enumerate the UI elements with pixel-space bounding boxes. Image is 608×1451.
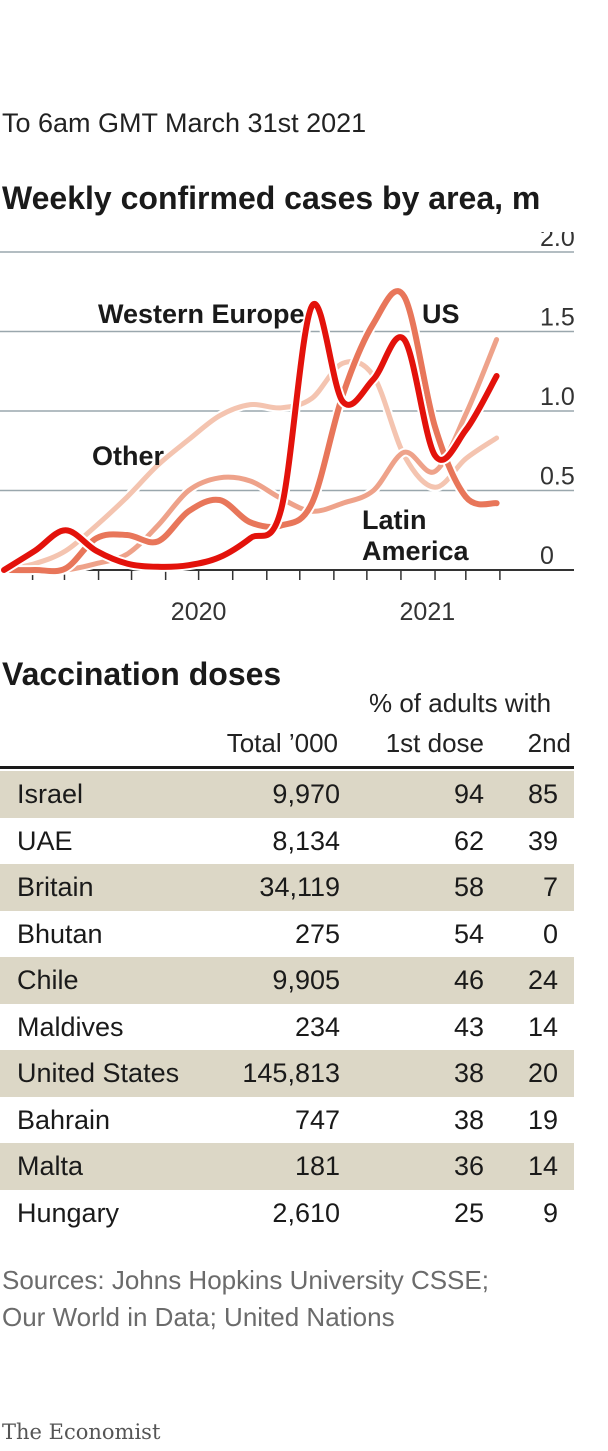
table-row: Israel 9,970 94 85 [0,771,574,818]
y-tick-label: 2.0 [540,232,575,252]
second-dose-cell: 19 [527,1104,558,1135]
country-cell: Britain [17,872,94,902]
second-dose-cell: 85 [527,779,558,809]
country-cell: Bhutan [17,918,103,949]
table-row: Chile 9,905 46 24 [0,957,574,1004]
first-dose-cell: 94 [453,779,484,809]
first-dose-cell: 36 [453,1151,484,1181]
total-cell: 9,970 [272,779,340,809]
country-cell: Malta [17,1151,84,1181]
second-dose-cell: 9 [542,1197,558,1228]
first-dose-cell: 38 [453,1058,484,1088]
label-western-europe: Western Europe [98,299,305,329]
total-cell: 34,119 [259,872,340,902]
y-tick-label: 1.0 [540,383,575,411]
total-cell: 181 [294,1151,340,1181]
country-cell: Maldives [17,1011,124,1042]
country-cell: Israel [17,779,84,809]
first-dose-cell: 25 [453,1197,484,1228]
vaccination-title: Vaccination doses [2,656,282,692]
first-dose-cell: 38 [453,1104,484,1135]
total-cell: 145,813 [242,1058,340,1088]
sources-note: Sources: Johns Hopkins University CSSE; … [2,1262,489,1336]
first-dose-cell: 62 [453,825,484,856]
sources-line: Sources: Johns Hopkins University CSSE; [2,1265,489,1295]
country-cell: United States [17,1058,180,1088]
second-dose-header: 2nd [527,728,571,758]
first-dose-header: 1st dose [385,728,484,758]
pct-adults-header: % of adults with [369,688,552,718]
country-cell: UAE [17,825,73,856]
latin-america-line [1,337,500,573]
x-tick-label: 2021 [400,598,456,626]
table-row: United States 145,813 38 20 [0,1050,574,1097]
y-tick-label: 0.5 [540,463,575,491]
country-cell: Bahrain [17,1104,111,1135]
second-dose-cell: 24 [527,965,558,995]
second-dose-cell: 7 [542,872,558,902]
second-dose-cell: 39 [527,825,558,856]
first-dose-cell: 43 [453,1011,484,1042]
chart-title: Weekly confirmed cases by area, m [2,180,541,216]
sources-line: Our World in Data; United Nations [2,1302,395,1332]
country-cell: Chile [17,965,79,995]
total-cell: 275 [294,918,340,949]
country-cell: Hungary [17,1197,120,1228]
table-row: UAE 8,134 62 39 [0,818,574,865]
first-dose-cell: 58 [453,872,484,902]
total-cell: 9,905 [272,965,340,995]
second-dose-cell: 0 [542,918,558,949]
total-cell: 2,610 [272,1197,340,1228]
table-row: Maldives 234 43 14 [0,1004,574,1051]
x-tick-label: 2020 [171,598,227,626]
brand-logo: The Economist [2,1420,161,1444]
table-row: Bahrain 747 38 19 [0,1097,574,1144]
header-rule [0,766,574,769]
western-europe-line [1,300,500,573]
chart-subtitle: To 6am GMT March 31st 2021 [2,108,367,138]
vaccination-table: Israel 9,970 94 85 UAE 8,134 62 39 Brita… [0,771,574,1236]
second-dose-cell: 14 [527,1011,558,1042]
total-cell: 234 [294,1011,340,1042]
total-cell: 8,134 [272,825,340,856]
us-line [1,288,500,575]
cases-line-chart: 0 0.5 1.0 1.5 2.0 2020 2021 Western Europe US Oth… [0,232,575,626]
table-row: Hungary 2,610 25 9 [0,1190,574,1237]
y-tick-label: 1.5 [540,304,575,332]
total-cell: 747 [294,1104,340,1135]
y-tick-label: 0 [540,542,554,570]
first-dose-cell: 54 [453,918,484,949]
first-dose-cell: 46 [453,965,484,995]
label-other: Other [92,441,165,471]
table-row: Malta 181 36 14 [0,1143,574,1190]
label-us: US [422,299,460,329]
other-line [1,359,500,573]
total-header: Total ’000 [226,728,338,758]
second-dose-cell: 14 [527,1151,558,1181]
label-america: America [362,536,470,566]
table-row: Britain 34,119 58 7 [0,864,574,911]
second-dose-cell: 20 [527,1058,558,1088]
table-row: Bhutan 275 54 0 [0,911,574,958]
label-latin: Latin [362,505,427,535]
